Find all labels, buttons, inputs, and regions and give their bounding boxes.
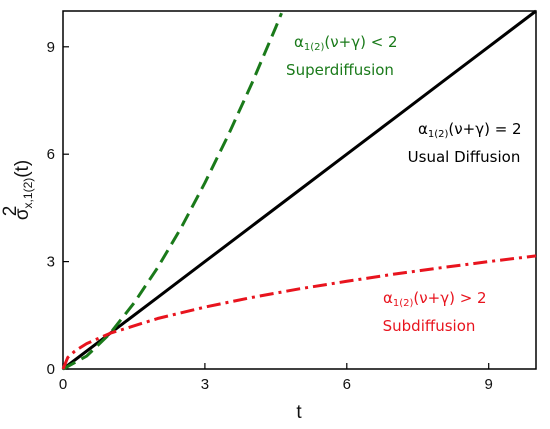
annotation-subdiffusion-label: Subdiffusion xyxy=(383,317,476,335)
x-tick-label: 3 xyxy=(201,376,209,393)
x-tick-label: 6 xyxy=(343,376,351,393)
plot-frame xyxy=(62,10,537,370)
y-tick-label: 0 xyxy=(47,361,55,378)
series-subdiffusion-line xyxy=(61,254,537,370)
y-axis-title-main: σ xyxy=(12,208,33,220)
annotation-superdiffusion-sub: 1(2) xyxy=(304,42,325,53)
y-axis-title-subscript: x,1(2) xyxy=(21,178,35,209)
annotation-superdiffusion-label: Superdiffusion xyxy=(286,61,394,79)
y-axis-title: σx,1(2)(t) xyxy=(12,160,35,220)
y-tick-label: 3 xyxy=(47,254,55,271)
annotation-superdiffusion-condition: α1(2)(ν+γ) < 2 xyxy=(294,33,398,53)
annotation-usual-label: Usual Diffusion xyxy=(408,148,521,166)
x-axis-title: t xyxy=(296,402,302,423)
x-tick-label: 0 xyxy=(59,376,67,393)
series-superdiffusion-line xyxy=(62,12,283,371)
y-tick-label: 6 xyxy=(47,146,55,163)
series-usual-diffusion-line xyxy=(62,9,537,371)
annotation-subdiffusion-alpha: α xyxy=(383,289,393,307)
annotation-superdiffusion: α1(2)(ν+γ) < 2 Superdiffusion xyxy=(286,33,398,79)
annotation-usual-condition: α1(2)(ν+γ) = 2 xyxy=(418,120,522,140)
x-tick-label: 9 xyxy=(485,376,493,393)
y-axis-title-tail: (t) xyxy=(12,160,33,178)
annotation-subdiffusion-relation: (ν+γ) > 2 xyxy=(413,289,486,307)
annotation-usual-relation: (ν+γ) = 2 xyxy=(448,120,521,138)
annotation-usual-alpha: α xyxy=(418,120,428,138)
ticks-layer: 0 3 6 9 0 3 6 9 xyxy=(47,39,493,393)
annotation-subdiffusion-condition: α1(2)(ν+γ) > 2 xyxy=(383,289,487,309)
annotation-subdiffusion: α1(2)(ν+γ) > 2 Subdiffusion xyxy=(383,289,487,335)
series-layer xyxy=(61,9,537,371)
annotation-superdiffusion-relation: (ν+γ) < 2 xyxy=(324,33,397,51)
annotation-usual-sub: 1(2) xyxy=(428,129,449,140)
annotation-subdiffusion-sub: 1(2) xyxy=(393,298,414,309)
annotation-superdiffusion-alpha: α xyxy=(294,33,304,51)
y-axis-title-superscript: 2 xyxy=(0,206,21,217)
annotation-usual-diffusion: α1(2)(ν+γ) = 2 Usual Diffusion xyxy=(408,120,522,166)
y-tick-label: 9 xyxy=(47,39,55,56)
